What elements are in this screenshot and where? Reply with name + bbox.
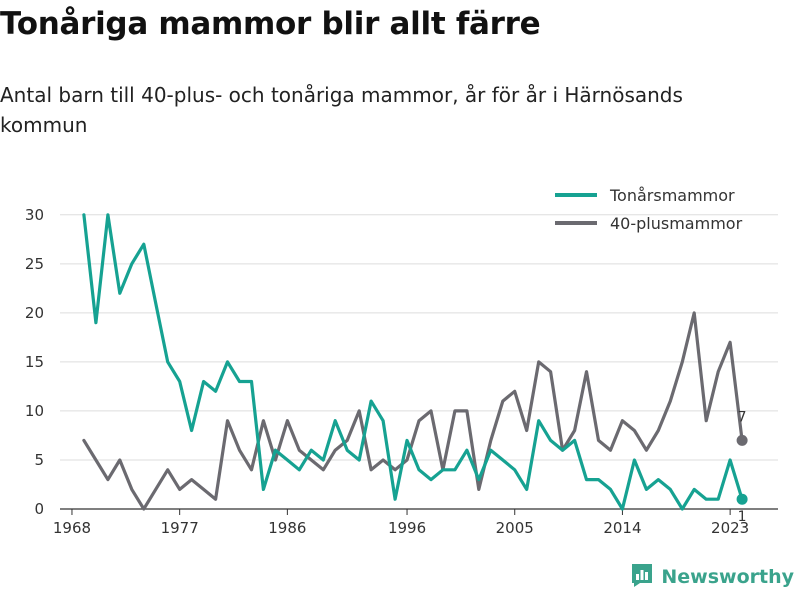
x-tick-label: 1977 <box>161 519 199 537</box>
y-tick-label: 15 <box>25 353 44 371</box>
x-tick-label: 1986 <box>268 519 306 537</box>
end-point-tonarsmammor <box>736 493 748 505</box>
y-tick-label: 20 <box>25 304 44 322</box>
chart-title: Tonåriga mammor blir allt färre <box>0 6 541 42</box>
newsworthy-logo-icon <box>630 562 654 592</box>
x-tick-label: 2014 <box>603 519 641 537</box>
end-point-40-plusmammor <box>736 434 748 446</box>
x-axis: 1968 1977 1986 1996 2005 2014 2023 <box>53 508 778 537</box>
x-tick-label: 2005 <box>496 519 534 537</box>
y-axis-tick-labels: 0 5 10 15 20 25 30 <box>25 206 44 518</box>
y-tick-label: 5 <box>34 451 44 469</box>
gridlines <box>60 214 778 461</box>
y-tick-label: 25 <box>25 255 44 273</box>
y-tick-label: 30 <box>25 206 44 224</box>
series-line-40-plusmammor <box>82 311 744 511</box>
chart-subtitle: Antal barn till 40-plus- och tonåriga ma… <box>0 83 683 137</box>
x-tick-label: 1968 <box>53 519 91 537</box>
y-tick-label: 10 <box>25 402 44 420</box>
brand-logo: Newsworthy <box>630 562 794 592</box>
series-lines: 17 <box>82 213 748 525</box>
legend: Tonårsmammor 40-plusmammor <box>555 186 743 233</box>
x-tick-label: 2023 <box>711 519 749 537</box>
end-label-40-plusmammor: 7 <box>738 409 747 425</box>
x-tick-label: 1996 <box>388 519 426 537</box>
end-label-tonarsmammor: 1 <box>738 509 747 525</box>
legend-label: Tonårsmammor <box>609 186 735 205</box>
brand-name: Newsworthy <box>661 566 794 588</box>
legend-label: 40-plusmammor <box>610 214 743 233</box>
y-tick-label: 0 <box>34 500 44 518</box>
series-line-tonarsmammor <box>82 213 744 511</box>
